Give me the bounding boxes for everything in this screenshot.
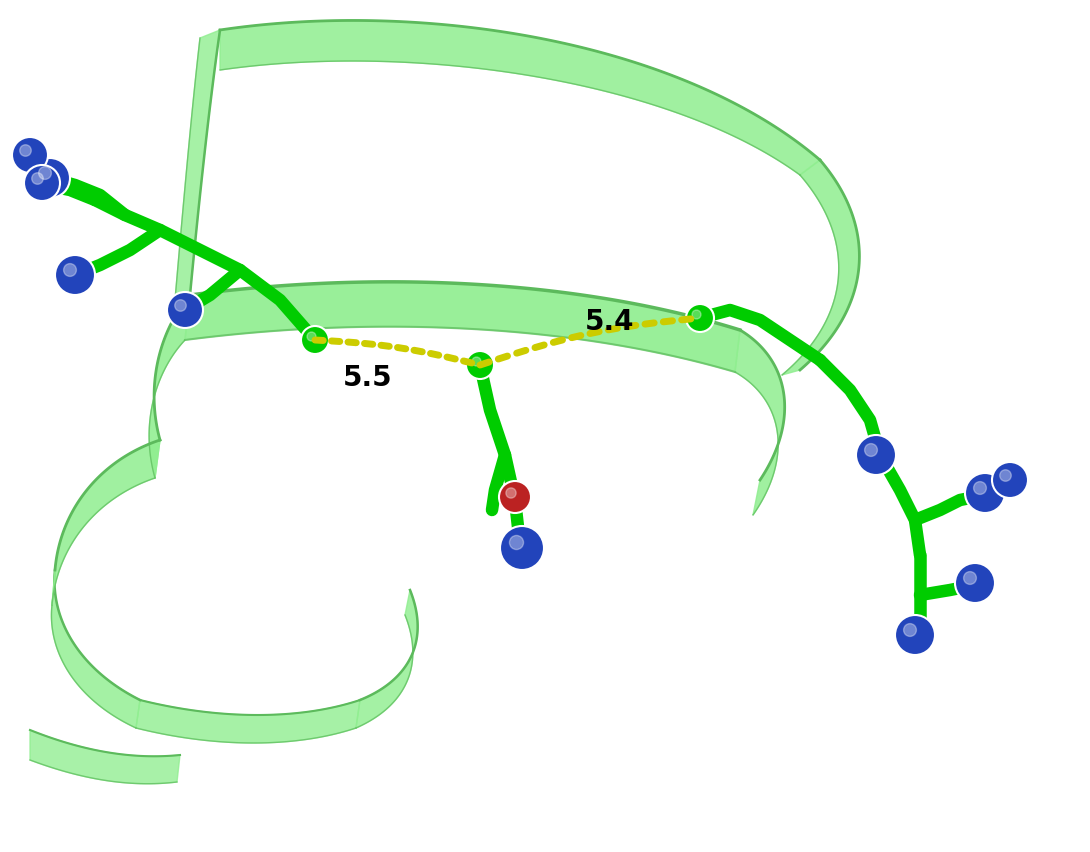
Circle shape (63, 263, 76, 276)
Circle shape (506, 488, 517, 498)
Circle shape (686, 304, 714, 332)
Circle shape (307, 332, 316, 341)
Circle shape (174, 300, 186, 311)
Polygon shape (782, 160, 859, 375)
Circle shape (864, 444, 877, 457)
Polygon shape (31, 730, 180, 784)
Text: 5.5: 5.5 (342, 364, 392, 392)
Circle shape (692, 310, 701, 319)
Circle shape (509, 535, 523, 550)
Polygon shape (220, 20, 820, 175)
Circle shape (964, 572, 977, 584)
Circle shape (992, 462, 1028, 498)
Circle shape (499, 481, 531, 513)
Circle shape (31, 158, 70, 198)
Polygon shape (136, 700, 360, 743)
Circle shape (904, 624, 917, 636)
Circle shape (20, 145, 32, 156)
Circle shape (54, 255, 95, 295)
Text: 5.4: 5.4 (585, 308, 634, 336)
Circle shape (895, 615, 935, 655)
Circle shape (965, 473, 1005, 513)
Circle shape (467, 351, 494, 379)
Polygon shape (185, 282, 740, 372)
Polygon shape (149, 295, 190, 478)
Polygon shape (175, 30, 220, 300)
Circle shape (167, 292, 203, 328)
Circle shape (301, 326, 329, 354)
Circle shape (472, 357, 481, 366)
Circle shape (973, 481, 986, 494)
Circle shape (32, 173, 44, 184)
Circle shape (38, 167, 51, 180)
Circle shape (24, 165, 60, 201)
Circle shape (955, 563, 995, 603)
Circle shape (1000, 469, 1012, 481)
Circle shape (12, 137, 48, 173)
Circle shape (500, 526, 544, 570)
Polygon shape (51, 570, 140, 728)
Circle shape (856, 435, 896, 475)
Polygon shape (356, 590, 417, 728)
Polygon shape (52, 440, 160, 605)
Polygon shape (735, 330, 785, 515)
